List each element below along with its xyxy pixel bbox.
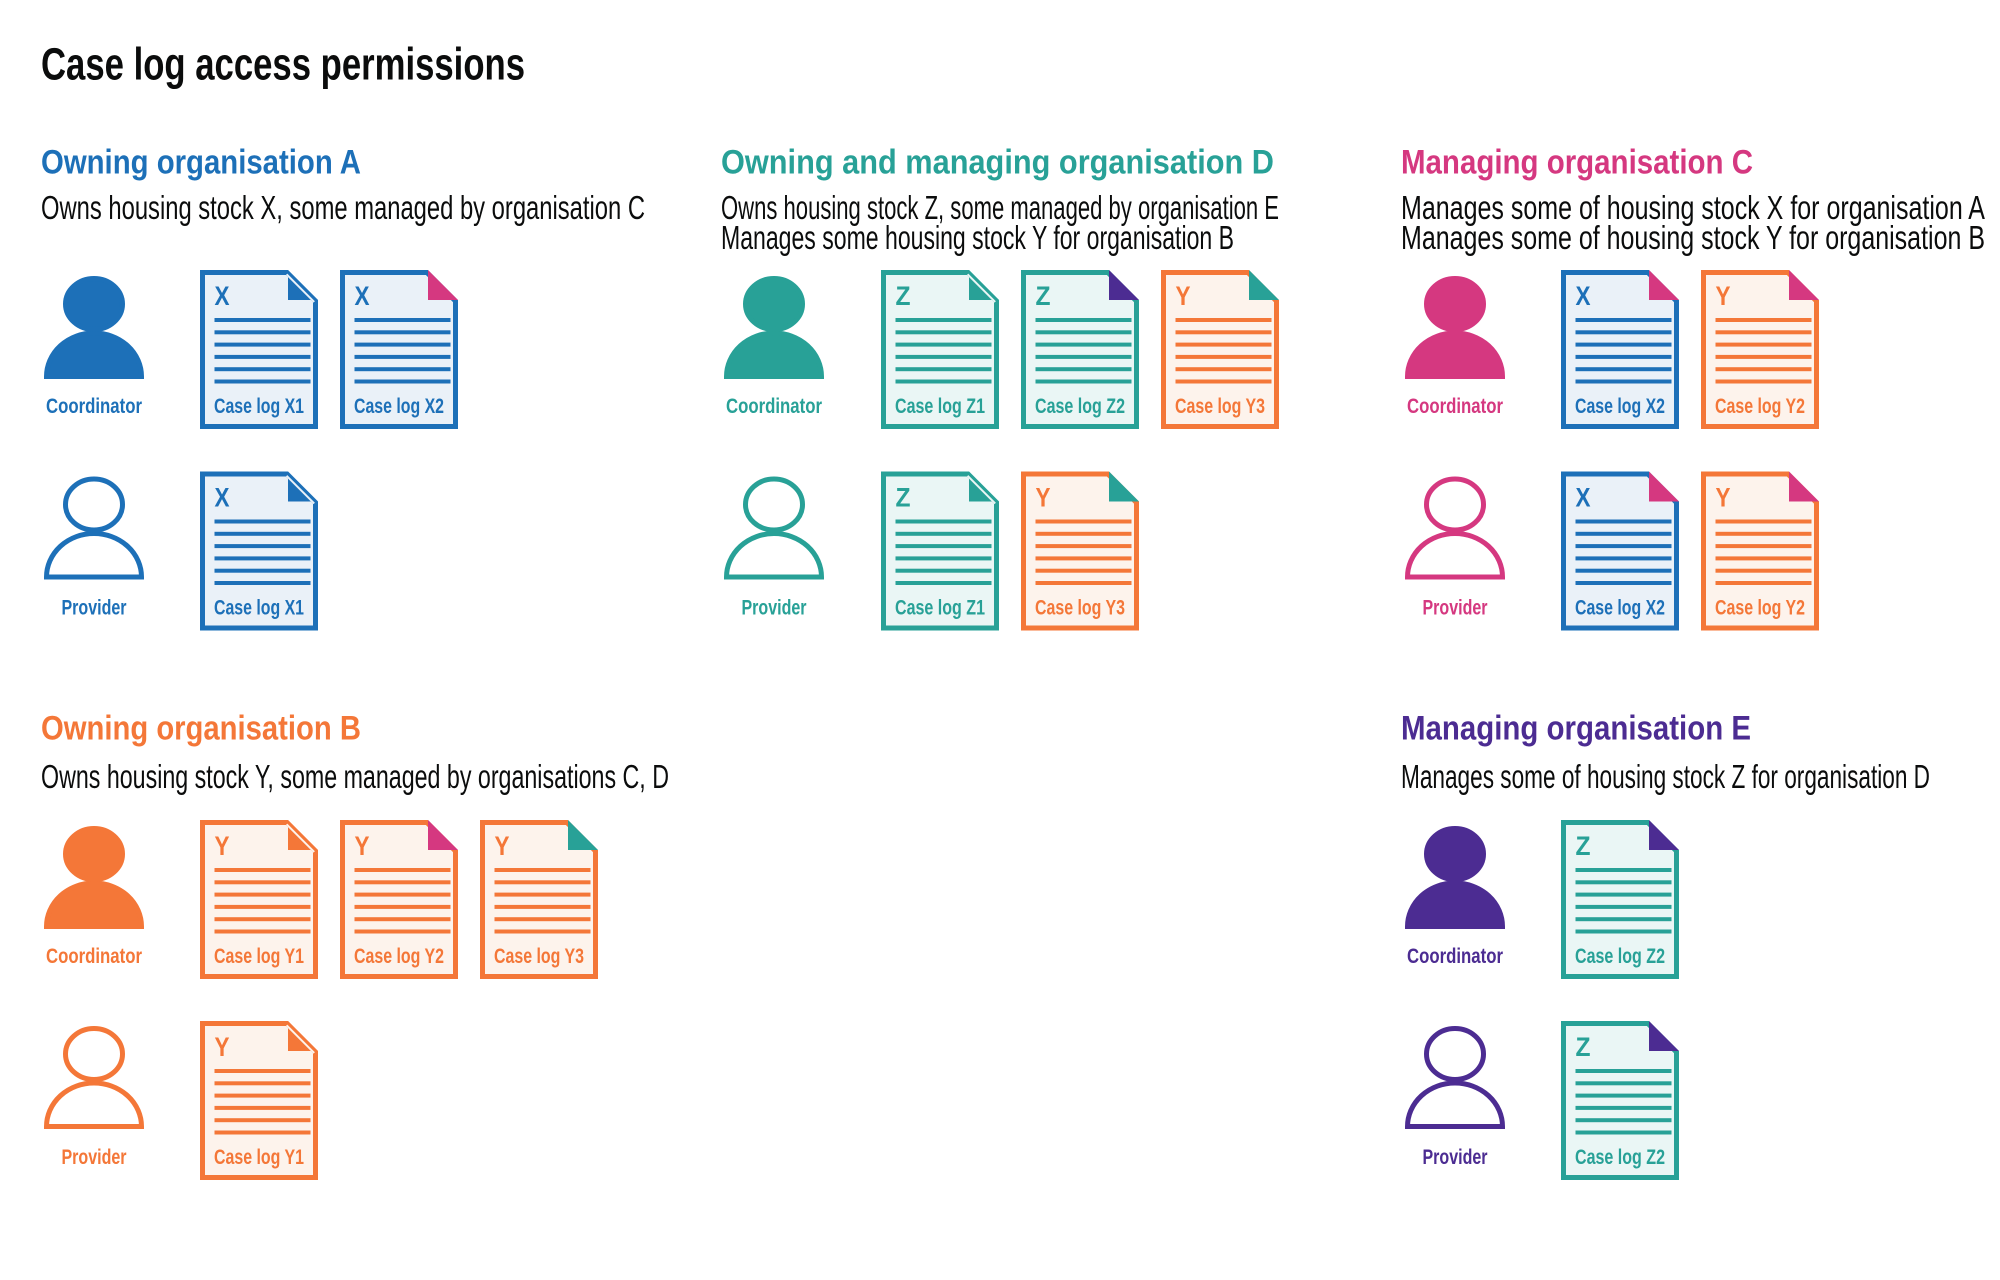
svg-text:Case log Z2: Case log Z2 <box>1035 395 1125 418</box>
svg-text:Case log Z2: Case log Z2 <box>1575 945 1665 968</box>
svg-text:Owning organisation A: Owning organisation A <box>41 143 361 181</box>
svg-text:Manages some housing stock Y f: Manages some housing stock Y for organis… <box>721 219 1234 256</box>
svg-text:Case log Y2: Case log Y2 <box>354 945 444 968</box>
svg-text:Provider: Provider <box>742 597 807 620</box>
svg-text:Y: Y <box>1716 281 1731 311</box>
svg-text:X: X <box>1576 281 1591 311</box>
svg-text:Case log X2: Case log X2 <box>1575 395 1665 418</box>
svg-text:Case log X2: Case log X2 <box>1575 597 1665 620</box>
svg-text:Case log access permissions: Case log access permissions <box>41 38 525 89</box>
svg-text:Z: Z <box>1036 281 1051 311</box>
svg-text:Case log X1: Case log X1 <box>214 395 304 418</box>
svg-text:Case log Y3: Case log Y3 <box>1175 395 1265 418</box>
svg-text:Case log X2: Case log X2 <box>354 395 444 418</box>
svg-text:Owning and managing organisati: Owning and managing organisation D <box>721 143 1274 181</box>
svg-text:Case log X1: Case log X1 <box>214 597 304 620</box>
svg-text:Coordinator: Coordinator <box>46 395 142 418</box>
svg-text:Coordinator: Coordinator <box>1407 395 1503 418</box>
svg-text:Manages some of housing stock: Manages some of housing stock X for orga… <box>1401 189 1985 226</box>
svg-text:Case log Y1: Case log Y1 <box>214 1146 304 1169</box>
svg-text:Case log Y2: Case log Y2 <box>1715 395 1805 418</box>
svg-text:Case log Z1: Case log Z1 <box>895 395 985 418</box>
svg-text:Provider: Provider <box>62 1146 127 1169</box>
svg-text:Z: Z <box>896 281 911 311</box>
svg-text:Provider: Provider <box>1423 1146 1488 1169</box>
svg-text:Y: Y <box>1176 281 1191 311</box>
svg-text:Y: Y <box>355 831 370 861</box>
svg-text:Manages some of housing stock: Manages some of housing stock Y for orga… <box>1401 219 1985 256</box>
svg-text:Case log Y3: Case log Y3 <box>494 945 584 968</box>
svg-text:Case log Y2: Case log Y2 <box>1715 597 1805 620</box>
svg-text:Z: Z <box>896 483 911 513</box>
svg-text:X: X <box>215 281 230 311</box>
svg-text:Case log Z1: Case log Z1 <box>895 597 985 620</box>
svg-text:Y: Y <box>1036 483 1051 513</box>
svg-text:Coordinator: Coordinator <box>726 395 822 418</box>
svg-text:Y: Y <box>215 1032 230 1062</box>
svg-text:Owns housing stock Z, some man: Owns housing stock Z, some managed by or… <box>721 189 1279 226</box>
svg-text:Owns housing stock Y, some man: Owns housing stock Y, some managed by or… <box>41 758 669 795</box>
svg-text:Case log Y3: Case log Y3 <box>1035 597 1125 620</box>
svg-text:Case log Z2: Case log Z2 <box>1575 1146 1665 1169</box>
svg-text:Managing organisation C: Managing organisation C <box>1401 143 1753 181</box>
svg-text:Owns housing stock X, some man: Owns housing stock X, some managed by or… <box>41 189 645 226</box>
svg-text:Case log Y1: Case log Y1 <box>214 945 304 968</box>
svg-text:Z: Z <box>1576 1032 1591 1062</box>
svg-text:Provider: Provider <box>1423 597 1488 620</box>
svg-text:Provider: Provider <box>62 597 127 620</box>
svg-text:Z: Z <box>1576 831 1591 861</box>
svg-text:Managing organisation E: Managing organisation E <box>1401 709 1751 747</box>
svg-text:X: X <box>1576 483 1591 513</box>
svg-text:Y: Y <box>1716 483 1731 513</box>
svg-text:Coordinator: Coordinator <box>1407 945 1503 968</box>
svg-text:X: X <box>215 483 230 513</box>
svg-text:Y: Y <box>495 831 510 861</box>
svg-text:Manages some of housing stock: Manages some of housing stock Z for orga… <box>1401 758 1930 795</box>
svg-text:Owning organisation B: Owning organisation B <box>41 709 361 747</box>
svg-text:Y: Y <box>215 831 230 861</box>
svg-text:X: X <box>355 281 370 311</box>
svg-text:Coordinator: Coordinator <box>46 945 142 968</box>
